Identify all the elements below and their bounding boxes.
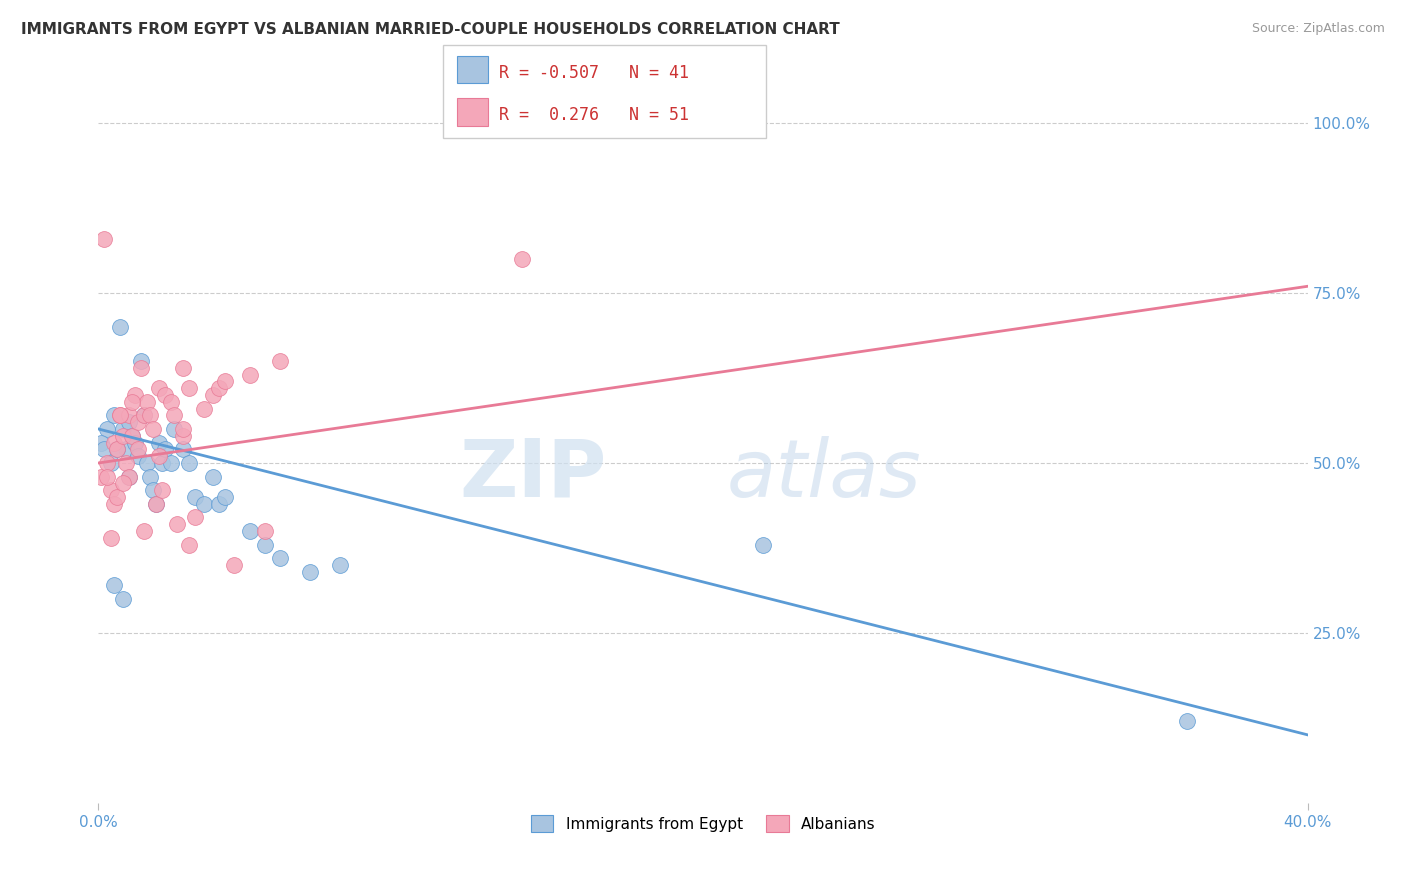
Point [90, 435, 112, 450]
Point [108, 409, 131, 423]
Point [118, 409, 141, 423]
Point [142, 422, 165, 436]
Point [118, 469, 141, 483]
Point [103, 435, 125, 450]
Text: R =  0.276   N = 51: R = 0.276 N = 51 [499, 106, 689, 124]
Point [172, 442, 194, 457]
Point [108, 320, 131, 334]
Point [132, 409, 155, 423]
Point [160, 394, 183, 409]
Point [100, 483, 122, 498]
Point [153, 388, 176, 402]
Point [163, 409, 186, 423]
Point [121, 429, 143, 443]
Point [111, 591, 134, 606]
Point [108, 409, 131, 423]
Text: atlas: atlas [727, 435, 921, 514]
Text: R = -0.507   N = 41: R = -0.507 N = 41 [499, 63, 689, 82]
Point [193, 497, 215, 511]
Point [100, 531, 122, 545]
Point [179, 381, 201, 395]
Point [224, 558, 246, 572]
Point [202, 388, 225, 402]
Point [121, 429, 143, 443]
Text: ZIP: ZIP [458, 435, 606, 514]
Point [124, 388, 146, 402]
Point [96, 469, 118, 483]
Point [752, 537, 775, 551]
Point [172, 422, 194, 436]
Point [510, 252, 533, 266]
Point [179, 537, 201, 551]
Point [329, 558, 352, 572]
Point [105, 490, 128, 504]
Point [172, 360, 194, 375]
Point [253, 524, 276, 538]
Point [124, 435, 146, 450]
Point [127, 449, 149, 463]
Point [163, 422, 186, 436]
Point [135, 394, 157, 409]
Point [129, 360, 152, 375]
Point [135, 456, 157, 470]
Point [132, 409, 155, 423]
Point [93, 232, 115, 246]
Point [139, 409, 162, 423]
Point [105, 442, 128, 457]
Point [145, 497, 167, 511]
Point [239, 368, 262, 382]
Point [172, 429, 194, 443]
Point [1175, 714, 1198, 729]
Point [269, 551, 291, 566]
Point [100, 456, 122, 470]
Point [121, 394, 143, 409]
Point [145, 497, 167, 511]
Point [127, 442, 149, 457]
Legend: Immigrants from Egypt, Albanians: Immigrants from Egypt, Albanians [524, 809, 882, 838]
Point [208, 381, 231, 395]
Point [150, 483, 173, 498]
Point [103, 578, 125, 592]
Point [96, 422, 118, 436]
Point [132, 524, 155, 538]
Point [93, 442, 115, 457]
Point [214, 490, 236, 504]
Text: Source: ZipAtlas.com: Source: ZipAtlas.com [1251, 22, 1385, 36]
Point [166, 517, 188, 532]
Point [148, 381, 170, 395]
Point [299, 565, 322, 579]
Point [184, 490, 207, 504]
Point [150, 456, 173, 470]
Point [111, 422, 134, 436]
Point [118, 415, 141, 429]
Point [179, 456, 201, 470]
Text: IMMIGRANTS FROM EGYPT VS ALBANIAN MARRIED-COUPLE HOUSEHOLDS CORRELATION CHART: IMMIGRANTS FROM EGYPT VS ALBANIAN MARRIE… [21, 22, 839, 37]
Point [193, 401, 215, 416]
Point [90, 469, 112, 483]
Point [148, 435, 170, 450]
Point [105, 442, 128, 457]
Point [208, 497, 231, 511]
Point [160, 456, 183, 470]
Point [114, 456, 136, 470]
Point [139, 469, 162, 483]
Point [239, 524, 262, 538]
Point [118, 469, 141, 483]
Point [114, 442, 136, 457]
Point [202, 469, 225, 483]
Point [103, 497, 125, 511]
Point [142, 483, 165, 498]
Point [111, 429, 134, 443]
Point [153, 442, 176, 457]
Point [111, 476, 134, 491]
Point [184, 510, 207, 524]
Point [127, 415, 149, 429]
Point [214, 375, 236, 389]
Point [269, 354, 291, 368]
Point [253, 537, 276, 551]
Point [103, 409, 125, 423]
Point [148, 449, 170, 463]
Point [129, 354, 152, 368]
Point [96, 456, 118, 470]
